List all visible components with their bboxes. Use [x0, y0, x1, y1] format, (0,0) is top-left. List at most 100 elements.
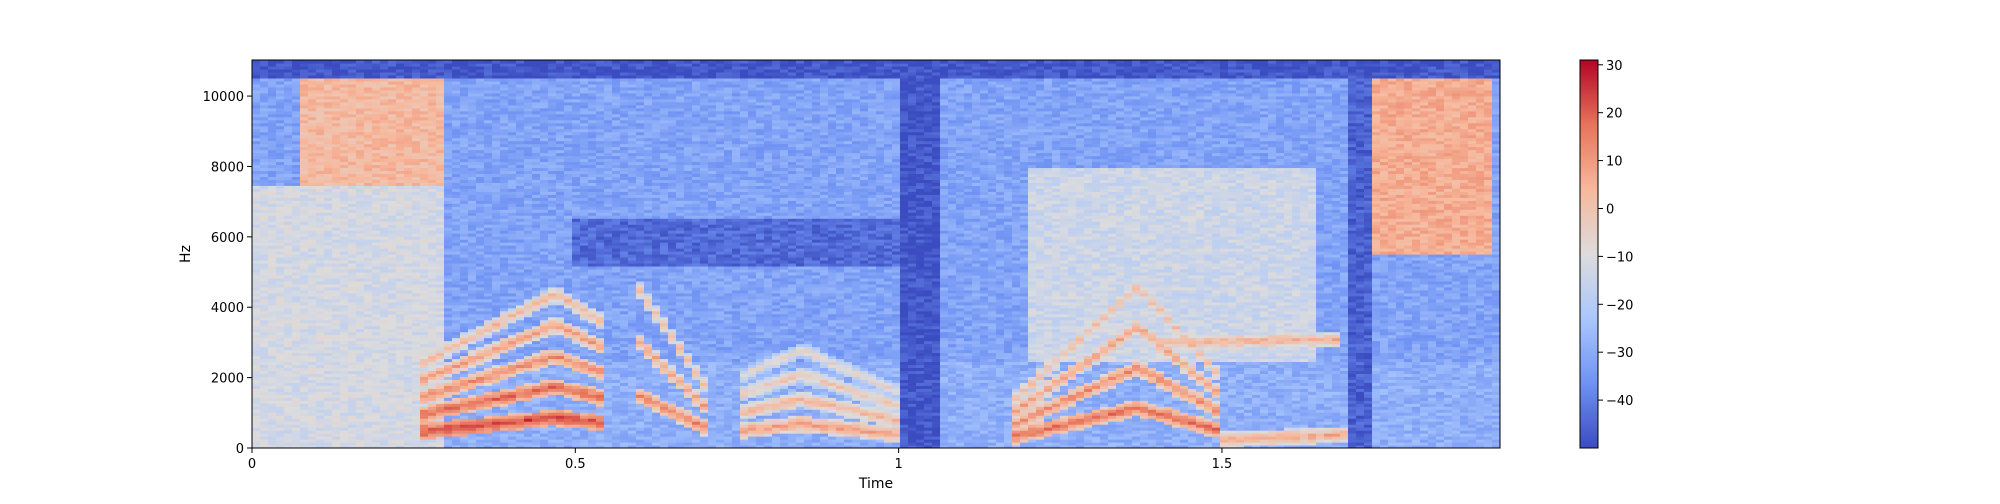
- spectrogram-cell: [292, 131, 301, 136]
- spectrogram-cell: [252, 143, 261, 148]
- spectrogram-cell: [396, 60, 405, 64]
- spectrogram-cell: [260, 179, 269, 183]
- spectrogram-cell: [276, 251, 285, 255]
- spectrogram-cell: [260, 367, 269, 371]
- spectrogram-cell: [300, 430, 309, 434]
- spectrogram-cell: [308, 188, 317, 192]
- spectrogram-cell: [324, 212, 333, 216]
- spectrogram-cell: [276, 197, 285, 201]
- spectrogram-cell: [292, 442, 301, 446]
- spectrogram-cell: [252, 382, 261, 386]
- spectrogram-cell: [252, 289, 261, 294]
- spectrogram-cell: [268, 286, 277, 291]
- spectrogram-cell: [276, 60, 285, 64]
- spectrogram-cell: [276, 277, 285, 282]
- spectrogram-cell: [260, 418, 269, 422]
- spectrogram-cell: [284, 245, 293, 249]
- spectrogram-cell: [292, 74, 301, 79]
- spectrogram-cell: [292, 164, 301, 169]
- spectrogram-cell: [276, 397, 285, 401]
- spectrogram-cell: [316, 340, 325, 345]
- spectrogram-cell: [252, 280, 261, 285]
- spectrogram-cell: [252, 349, 261, 354]
- spectrogram-cell: [284, 316, 293, 321]
- spectrogram-cell: [260, 212, 269, 216]
- spectrogram-cell: [260, 298, 269, 303]
- spectrogram-cell: [252, 436, 261, 440]
- spectrogram-cell: [276, 212, 285, 216]
- spectrogram-cell: [268, 256, 277, 261]
- spectrogram-cell: [292, 316, 301, 321]
- spectrogram-cell: [308, 62, 317, 67]
- spectrogram-cell: [252, 394, 261, 398]
- spectrogram-cell: [316, 206, 325, 210]
- spectrogram-cell: [300, 197, 309, 201]
- spectrogram-cell: [484, 60, 493, 64]
- spectrogram-cell: [276, 113, 285, 118]
- spectrogram-cell: [300, 98, 309, 103]
- spectrogram-cell: [260, 340, 269, 345]
- spectrogram-cell: [308, 86, 317, 91]
- spectrogram-cell: [316, 101, 325, 106]
- spectrogram-cell: [516, 60, 525, 64]
- spectrogram-cell: [276, 254, 285, 258]
- spectrogram-cell: [324, 289, 333, 294]
- spectrogram-cell: [324, 310, 333, 315]
- spectrogram-cell: [292, 337, 301, 342]
- spectrogram-cell: [316, 274, 325, 279]
- spectrogram-cell: [316, 277, 325, 282]
- spectrogram-cell: [308, 149, 317, 154]
- spectrogram-cell: [268, 400, 277, 404]
- spectrogram-cell: [284, 292, 293, 297]
- spectrogram-cell: [276, 265, 285, 270]
- spectrogram-cell: [268, 245, 277, 249]
- spectrogram-cell: [316, 158, 325, 163]
- spectrogram-cell: [292, 418, 301, 422]
- spectrogram-cell: [276, 403, 285, 407]
- spectrogram-cell: [252, 313, 261, 318]
- spectrogram-cell: [252, 370, 261, 374]
- spectrogram-cell: [316, 328, 325, 333]
- spectrogram-cell: [300, 280, 309, 285]
- spectrogram-cell: [284, 74, 293, 79]
- spectrogram-cell: [268, 412, 277, 416]
- spectrogram-cell: [260, 436, 269, 440]
- spectrogram-cell: [276, 262, 285, 267]
- spectrogram-cell: [268, 230, 277, 234]
- spectrogram-cell: [252, 152, 261, 157]
- spectrogram-cell: [316, 254, 325, 258]
- spectrogram-cell: [252, 388, 261, 392]
- spectrogram-cell: [252, 430, 261, 434]
- spectrogram-cell: [260, 197, 269, 201]
- spectrogram-cell: [308, 170, 317, 175]
- spectrogram-cell: [252, 209, 261, 213]
- spectrogram-cell: [276, 227, 285, 231]
- spectrogram-cell: [324, 334, 333, 339]
- spectrogram-cell: [260, 60, 269, 64]
- spectrogram-cell: [292, 322, 301, 327]
- spectrogram-cell: [292, 376, 301, 380]
- spectrogram-cell: [308, 310, 317, 315]
- spectrogram-cell: [284, 268, 293, 273]
- spectrogram-cell: [276, 304, 285, 309]
- spectrogram-cell: [308, 248, 317, 252]
- spectrogram-cell: [284, 304, 293, 309]
- spectrogram-cell: [300, 406, 309, 410]
- spectrogram-cell: [252, 439, 261, 443]
- spectrogram-cell: [300, 104, 309, 109]
- spectrogram-cell: [276, 361, 285, 366]
- spectrogram-cell: [324, 388, 333, 392]
- spectrogram-cell: [300, 262, 309, 267]
- spectrogram-cell: [324, 271, 333, 276]
- spectrogram-cell: [300, 236, 309, 240]
- spectrogram-cell: [316, 200, 325, 204]
- spectrogram-cell: [300, 265, 309, 270]
- spectrogram-cell: [300, 349, 309, 354]
- spectrogram-cell: [252, 176, 261, 180]
- spectrogram-cell: [276, 379, 285, 383]
- spectrogram-cell: [284, 227, 293, 231]
- spectrogram-cell: [260, 427, 269, 431]
- spectrogram-cell: [292, 152, 301, 157]
- spectrogram-cell: [324, 134, 333, 139]
- spectrogram-cell: [324, 236, 333, 240]
